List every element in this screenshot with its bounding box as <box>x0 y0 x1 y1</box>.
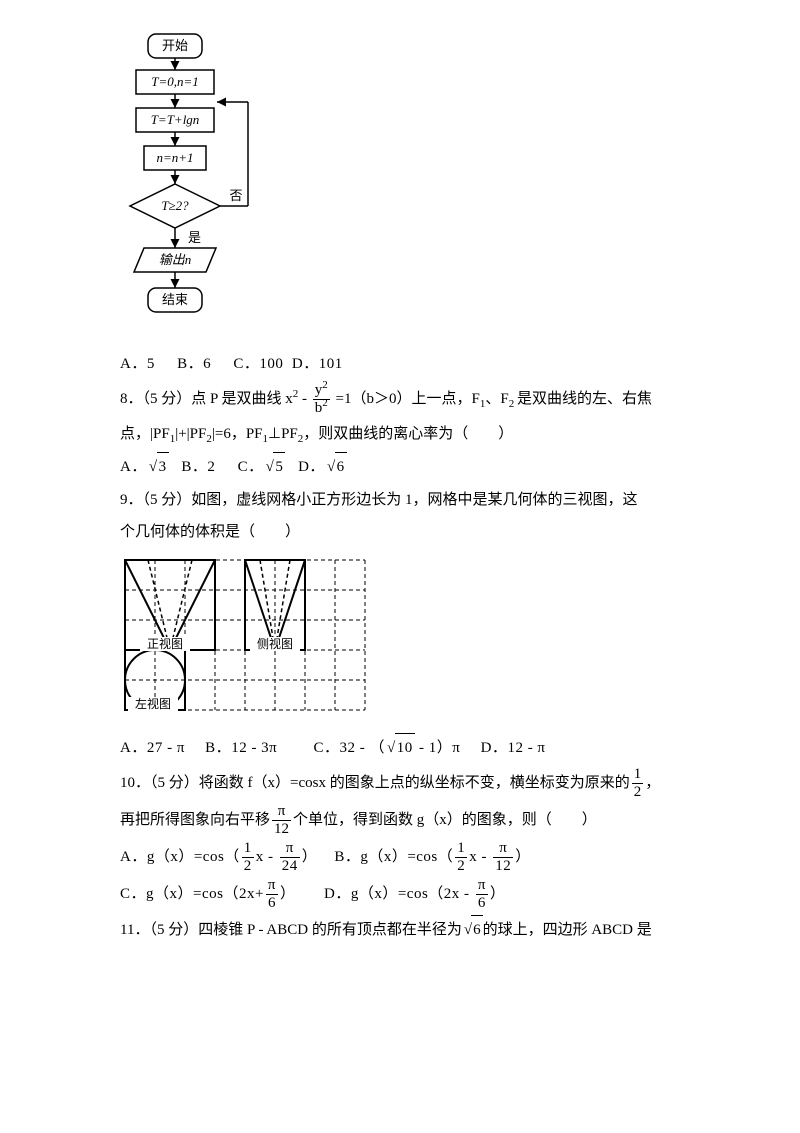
q10-pi12n: π <box>272 804 291 820</box>
three-view-front-label: 正视图 <box>147 636 183 651</box>
q8-b: 2 <box>207 459 215 475</box>
q11-pre: 11．（5 分）四棱锥 P - ABCD 的所有顶点都在半径为 <box>120 922 462 938</box>
q8-d: 6 <box>335 452 347 482</box>
q9-d: 12 - π <box>507 740 545 756</box>
q8-l2b: |+|PF <box>175 426 206 442</box>
q10-half-den: 2 <box>632 783 644 800</box>
q8-c: 5 <box>273 452 285 482</box>
flow-out-text: 输出n <box>159 252 192 267</box>
q7-opt-d: 101 <box>319 356 343 372</box>
q10-l2a: 再把所得图象向右平移 <box>120 811 270 827</box>
q9-c-rad: 10 <box>395 733 415 763</box>
q9-line1: 9．（5 分）如图，虚线网格小正方形边长为 1，网格中是某几何体的三视图，这 <box>120 486 710 515</box>
q10-l1b: ， <box>645 774 660 790</box>
q9-a: 27 - π <box>147 740 185 756</box>
q8-options: A．3 B．2 C．5 D．6 <box>120 452 710 482</box>
q10-b-pre: B．g（x）=cos（ <box>334 848 453 864</box>
q8-a: 3 <box>157 452 169 482</box>
q11-rad: 6 <box>471 915 483 945</box>
q9-line2: 个几何体的体积是（ ） <box>120 518 710 547</box>
q10-d-post: ） <box>490 885 506 901</box>
q9-c-pre: 32 - （ <box>340 740 386 756</box>
q11-line: 11．（5 分）四棱锥 P - ABCD 的所有顶点都在半径为 6的球上，四边形 … <box>120 915 710 945</box>
q10-a-mid: x - <box>256 848 278 864</box>
three-view-side-label: 侧视图 <box>257 636 293 651</box>
q8-l2d: ⊥PF <box>268 426 298 442</box>
flow-no-label: 否 <box>229 188 242 203</box>
q9-c-post: - 1）π <box>415 740 461 756</box>
q8-l2a: 点，|PF <box>120 426 170 442</box>
q10-line2: 再把所得图象向右平移π12个单位，得到函数 g（x）的图象，则（ ） <box>120 804 710 837</box>
q8-line2: 点，|PF1|+|PF2|=6，PF1⊥PF2，则双曲线的离心率为（ ） <box>120 420 710 449</box>
q10-l2b: 个单位，得到函数 g（x）的图象，则（ ） <box>293 811 597 827</box>
q10-line1: 10．（5 分）将函数 f（x）=cosx 的图象上点的纵坐标不变，横坐标变为原… <box>120 767 710 800</box>
q10-a-pre: A．g（x）=cos（ <box>120 848 240 864</box>
q7-opt-b: 6 <box>203 356 211 372</box>
q10-c-pre: C．g（x）=cos（2x+ <box>120 885 264 901</box>
q8-mid2: =1（b＞0）上一点，F <box>336 390 480 406</box>
flow-end-text: 结束 <box>162 292 188 307</box>
q10-options-ab: A．g（x）=cos（12x - π24） B．g（x）=cos（12x - π… <box>120 841 710 874</box>
q8-l2c: |=6，PF <box>212 426 263 442</box>
q10-pi12d: 12 <box>272 820 291 837</box>
flowchart-figure: 开始 T=0,n=1 T=T+lgn n=n+1 T≥2? 否 是 <box>120 30 710 340</box>
q8-mid3: 、F <box>485 390 508 406</box>
q7-opt-a: 5 <box>147 356 155 372</box>
q8-l2e: ，则双曲线的离心率为（ ） <box>303 426 513 442</box>
q10-b-mid: x - <box>469 848 491 864</box>
q8-mid1: - <box>298 390 311 406</box>
q10-c-post: ） <box>280 885 296 901</box>
flow-step-text: T=T+lgn <box>151 112 200 127</box>
q10-options-cd: C．g（x）=cos（2x+π6） D．g（x）=cos（2x - π6） <box>120 878 710 911</box>
q10-half-num: 1 <box>632 767 644 783</box>
q10-l1a: 10．（5 分）将函数 f（x）=cosx 的图象上点的纵坐标不变，横坐标变为原… <box>120 774 630 790</box>
q8-mid4: 是双曲线的左、右焦 <box>517 390 652 406</box>
three-view-top-label: 左视图 <box>135 696 171 711</box>
three-view-figure: 正视图 侧视图 左视图 <box>120 555 710 726</box>
q9-options: A．27 - π B．12 - 3π C．32 - （10 - 1）π D．12… <box>120 733 710 763</box>
q10-d-pre: D．g（x）=cos（2x - <box>324 885 474 901</box>
flow-yes-label: 是 <box>188 230 201 245</box>
q7-options: A．5 B．6 C．100 D．101 <box>120 350 710 379</box>
flow-start-text: 开始 <box>162 38 188 53</box>
q11-post: 的球上，四边形 ABCD 是 <box>483 922 652 938</box>
q10-a-post: ） <box>302 848 318 864</box>
q7-opt-c: 100 <box>259 356 283 372</box>
flow-init-text: T=0,n=1 <box>151 74 199 89</box>
q8-pre: 8．（5 分）点 P 是双曲线 x <box>120 390 293 406</box>
q10-b-post: ） <box>515 848 531 864</box>
q8-line1: 8．（5 分）点 P 是双曲线 x2 - y2b2 =1（b＞0）上一点，F1、… <box>120 383 710 416</box>
q9-b: 12 - 3π <box>231 740 277 756</box>
flow-inc-text: n=n+1 <box>156 150 193 165</box>
flow-cond-text: T≥2? <box>161 198 189 213</box>
